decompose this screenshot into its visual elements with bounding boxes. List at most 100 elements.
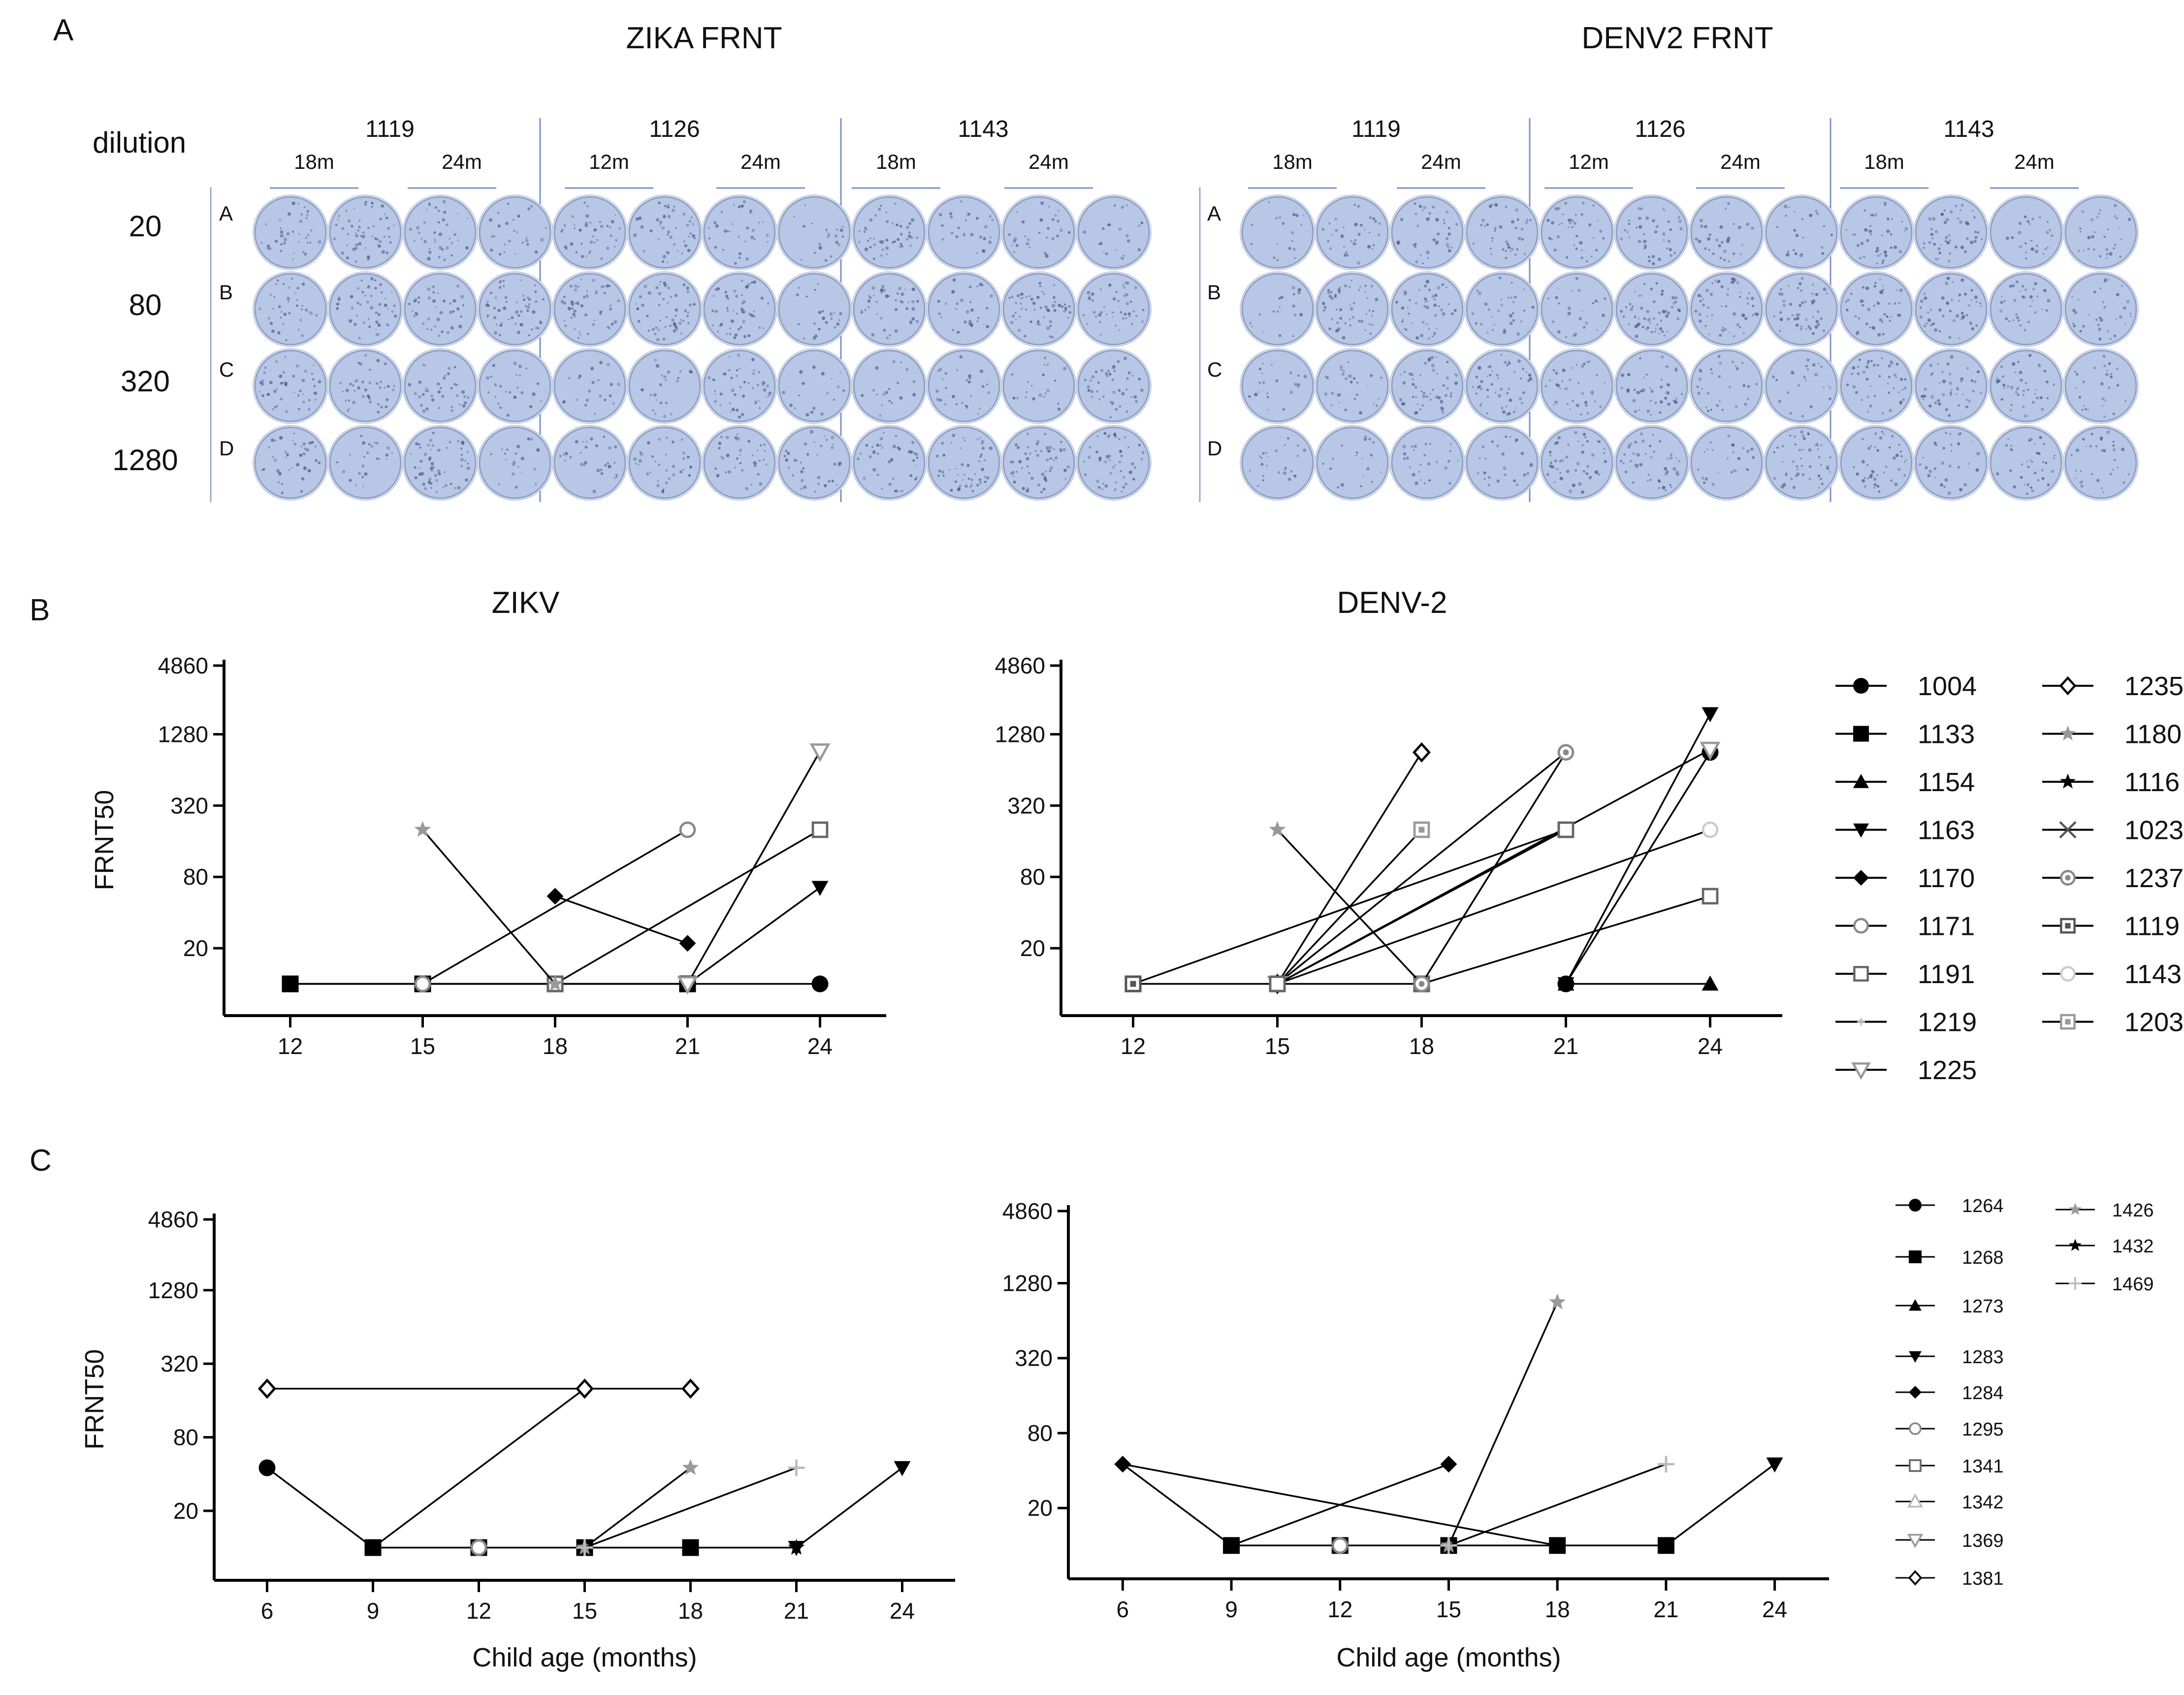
legend-label: 1004 [1918,672,1977,701]
plate-well [1464,194,1540,270]
legend-marker [1908,1570,1923,1586]
plate-well [851,348,927,424]
series-line [1123,1463,1558,1547]
panel-a-plate-images: A dilution 20 80 320 1280 ZIKA FRNT 1119… [53,13,2139,502]
plate-well [851,425,927,501]
plate-well [627,271,703,347]
plate-well [1764,425,1839,501]
legend-item: 1235 [2042,672,2184,701]
y-tick-label: 20 [173,1498,198,1524]
series-1163 [679,881,829,992]
series-line [1421,895,1711,985]
x-tick-label: 9 [367,1598,380,1624]
plate-well [1315,425,1390,501]
zika-row-d: D [219,437,234,460]
series-line [796,1467,903,1548]
legend-label: 1264 [1962,1196,2004,1216]
data-point [1440,1456,1457,1473]
plate-well [1389,425,1465,501]
plate-well [2063,194,2139,270]
plate-well [1464,348,1540,424]
series-line [1277,751,1567,985]
dilution-label: dilution [93,126,186,159]
plate-well [702,194,777,270]
legend-label: 1133 [1918,720,1975,749]
series-1170 [1269,744,1574,992]
legend-item: 1154 [1835,768,1975,797]
series-1426 [576,1459,699,1555]
y-tick-label: 320 [161,1351,198,1376]
legend-marker [2059,821,2077,839]
data-point [1557,977,1574,992]
legend-marker [1853,774,1869,788]
plate-well [1913,425,1989,501]
legend-marker [1909,1250,1922,1263]
x-tick-label: 18 [543,1033,568,1059]
legend-item: 1004 [1835,672,1977,701]
legend-item: 1133 [1835,720,1975,749]
zika-age-1119-24m: 24m [442,150,482,173]
plate-well [552,348,628,424]
legend-marker [1909,1422,1922,1435]
y-tick-label: 4860 [158,653,208,678]
plate-well [1689,425,1765,501]
data-point [282,975,299,992]
data-point [257,1378,277,1399]
plate-well [327,271,403,347]
series-1283 [1657,1457,1783,1554]
plate-well [702,348,777,424]
zika-frnt-title: ZIKA FRNT [626,21,782,55]
legend-item: 1237 [2042,863,2184,893]
y-tick-label: 1280 [148,1278,198,1303]
plate-well [1464,271,1540,347]
legend-marker [1909,1386,1922,1399]
legend-marker [1851,1062,1871,1080]
legend-label: 1268 [1962,1247,2004,1268]
legend-marker [1853,870,1869,886]
plate-well [477,271,553,347]
legend-label: 1284 [1962,1383,2004,1404]
x-tick-label: 18 [1409,1033,1434,1059]
series-1469 [576,1459,805,1556]
x-tick-label: 6 [261,1598,274,1624]
plate-well [1539,425,1615,501]
legend-label: 1023 [2124,816,2184,845]
data-point [546,975,564,991]
plate-well [1240,271,1316,347]
series-line [1277,752,1422,985]
series-1163 [1557,707,1719,992]
y-tick-label: 1280 [995,721,1045,747]
series-1295 [1331,1537,1349,1554]
zika-age-1126-24m: 24m [740,150,781,173]
legend-item: 1264 [1895,1196,2004,1216]
x-tick-label: 18 [678,1598,703,1624]
data-point [414,975,431,992]
x-tick-label: 15 [1436,1597,1461,1622]
plate-well [1913,271,1989,347]
legend-item: 1116 [2042,768,2180,797]
zika-row-c: C [219,358,234,381]
data-point [682,1538,699,1555]
plate-well [477,425,553,501]
data-point [1331,1537,1349,1554]
data-point [679,935,696,952]
plate-well [402,425,478,501]
y-axis-label: FRNT50 [90,790,119,890]
x-axis-label: Child age (months) [1336,1643,1561,1672]
y-tick-label: 80 [183,864,208,890]
series-1133 [282,975,696,992]
data-point [681,1378,700,1399]
x-tick-label: 15 [1265,1033,1290,1059]
panel-b-letter: B [30,593,50,627]
plate-well [1689,348,1765,424]
plate-well [1315,194,1390,270]
denv2-age-1126-24m: 24m [1720,150,1761,173]
series-1268 [364,1539,699,1556]
series-line [422,829,556,985]
plate-well [477,348,553,424]
legend-label: 1432 [2112,1236,2154,1257]
legend-label: 1171 [1918,912,1975,941]
denv2-frnt-title: DENV2 FRNT [1581,21,1773,55]
legend-item: 1369 [1895,1531,2004,1551]
plate-well [1614,194,1690,270]
